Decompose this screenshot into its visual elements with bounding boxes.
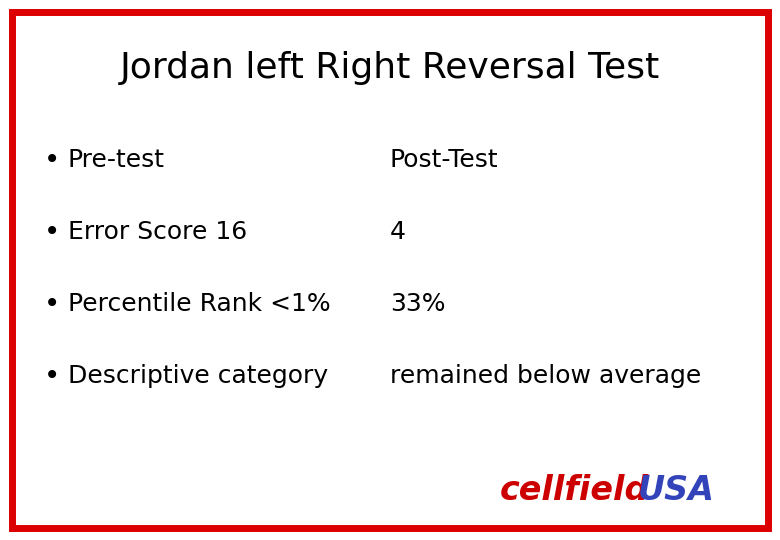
Text: USA: USA <box>638 474 715 507</box>
Text: •: • <box>44 218 60 246</box>
Text: 33%: 33% <box>390 292 445 316</box>
Text: •: • <box>44 362 60 390</box>
Text: 4: 4 <box>390 220 406 244</box>
Text: Post-Test: Post-Test <box>390 148 498 172</box>
Text: Pre-test: Pre-test <box>68 148 165 172</box>
Text: •: • <box>44 290 60 318</box>
Text: cellfield: cellfield <box>500 474 650 507</box>
Text: •: • <box>44 146 60 174</box>
Text: Error Score 16: Error Score 16 <box>68 220 247 244</box>
Text: Jordan left Right Reversal Test: Jordan left Right Reversal Test <box>120 51 660 85</box>
Text: remained below average: remained below average <box>390 364 701 388</box>
Text: Descriptive category: Descriptive category <box>68 364 328 388</box>
Text: Percentile Rank <1%: Percentile Rank <1% <box>68 292 331 316</box>
